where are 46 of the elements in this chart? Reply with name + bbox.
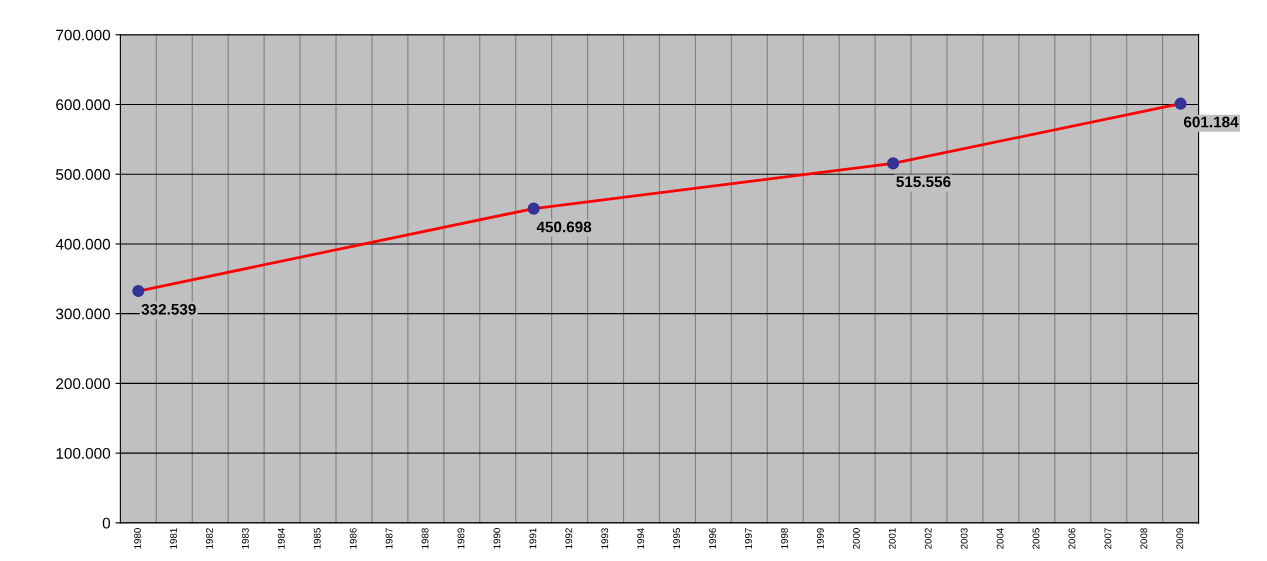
x-tick-label: 2001 <box>888 528 896 549</box>
x-tick-label: 1998 <box>780 528 788 549</box>
x-tick-label: 1983 <box>241 528 249 549</box>
x-tick-label: 1993 <box>601 528 609 549</box>
x-tick-label: 1986 <box>349 528 357 549</box>
x-tick-label: 2007 <box>1104 528 1112 549</box>
x-tick-label: 1997 <box>745 528 752 549</box>
x-tick-label: 2002 <box>924 528 932 549</box>
data-label: 601.184 <box>1183 116 1239 128</box>
x-tick-label: 1995 <box>673 528 681 549</box>
x-tick-label: 1989 <box>457 528 465 549</box>
data-label: 515.556 <box>896 176 951 188</box>
y-tick-label: 200.000 <box>56 378 111 390</box>
y-tick-label: 300.000 <box>56 308 111 320</box>
x-tick-label: 1988 <box>421 528 429 549</box>
x-tick-label: 1982 <box>205 528 213 549</box>
x-tick-label: 2006 <box>1068 528 1076 549</box>
point <box>1174 97 1187 110</box>
x-tick-label: 1999 <box>816 528 824 549</box>
x-tick-label: 1980 <box>134 528 141 549</box>
x-tick-label: 1992 <box>565 528 573 549</box>
x-tick-label: 1987 <box>385 528 393 549</box>
y-tick-label: 500.000 <box>56 169 111 180</box>
x-tick-label: 1985 <box>313 528 321 549</box>
x-tick-label: 1984 <box>277 528 285 549</box>
x-tick-label: 2003 <box>960 528 968 549</box>
x-tick-label: 1981 <box>170 528 177 549</box>
x-tick-label: 2005 <box>1032 528 1040 549</box>
x-tick-label: 2000 <box>852 528 860 549</box>
y-tick-label: 400.000 <box>55 238 111 250</box>
y-tick-label: 0 <box>102 517 111 529</box>
x-tick-label: 1996 <box>709 528 716 549</box>
x-tick-label: 1994 <box>637 528 645 549</box>
point <box>527 202 540 215</box>
x-tick-label: 2004 <box>996 528 1004 549</box>
data-label: 332.539 <box>141 303 196 315</box>
x-tick-label: 1990 <box>493 528 501 549</box>
point <box>132 284 145 298</box>
data-label: 450.698 <box>536 221 592 233</box>
y-tick-label: 100.000 <box>56 448 111 459</box>
x-tick-label: 1991 <box>529 528 537 549</box>
y-tick-label: 600.000 <box>56 99 111 111</box>
y-tick-label: 700.000 <box>56 29 111 41</box>
x-tick-label: 2009 <box>1176 528 1184 549</box>
point <box>887 157 900 170</box>
x-tick-label: 2008 <box>1140 528 1148 549</box>
